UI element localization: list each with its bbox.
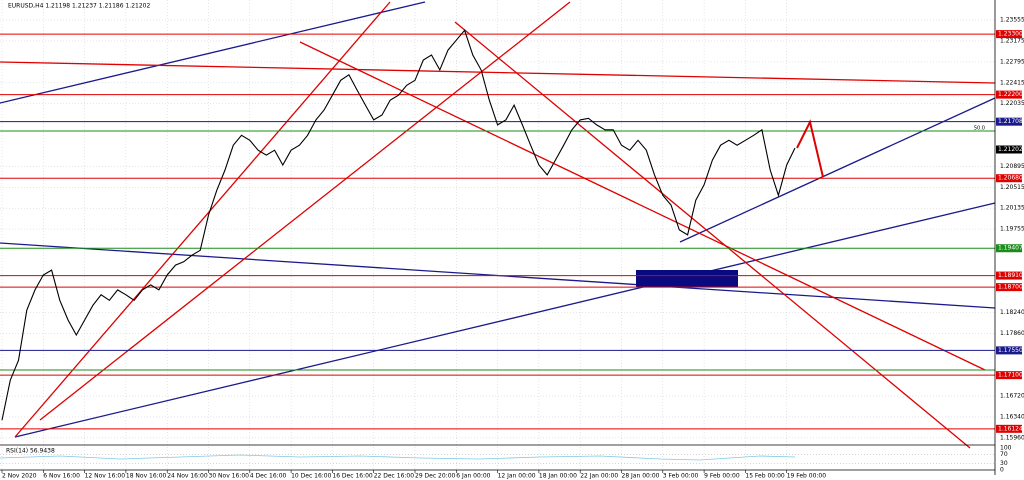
- x-tick-label: 18 Jan 00:00: [539, 473, 577, 480]
- level-label: 1.22200: [998, 91, 1023, 98]
- y-tick-label: 1.23175: [1000, 37, 1024, 44]
- level-label: 1.17550: [998, 347, 1023, 354]
- y-tick-label: 1.15960: [1000, 434, 1024, 441]
- level-tag: [996, 174, 1022, 183]
- trend-line: [454, 21, 971, 449]
- x-tick-label: 22 Dec 16:00: [374, 473, 415, 480]
- zone-box: [636, 270, 738, 287]
- x-tick-label: 24 Nov 16:00: [167, 473, 208, 480]
- y-tick-label: 1.22795: [1000, 58, 1024, 65]
- x-tick-label: 16 Dec 16:00: [332, 473, 373, 480]
- fib-label: 50.0: [974, 126, 985, 132]
- y-tick-label: 1.20135: [1000, 205, 1024, 212]
- price-line: [1, 29, 796, 421]
- levels: 1.23300 1.22200 1.21708 1.21202 1.20680 1.194…: [0, 30, 1023, 433]
- level-tag: [996, 346, 1022, 355]
- x-tick-label: 2 Nov 2020: [2, 473, 37, 480]
- x-tick-label: 18 Nov 16:00: [126, 473, 167, 480]
- x-axis: 2 Nov 2020 6 Nov 16:00 12 Nov 16:00 18 Nov …: [1, 470, 827, 480]
- x-tick-label: 28 Jan 00:00: [622, 473, 660, 480]
- x-tick-label: 19 Feb 00:00: [787, 473, 827, 480]
- trend-line: [0, 1, 426, 104]
- level-label: 1.19407: [998, 245, 1023, 252]
- x-tick-label: 4 Dec 16:00: [250, 473, 287, 480]
- level-label: 1.17100: [998, 372, 1023, 379]
- level-label: 1.18910: [998, 272, 1023, 279]
- x-tick-label: 9 Feb 00:00: [704, 473, 740, 480]
- y-tick-label: 1.16720: [1000, 393, 1024, 400]
- level-tag: [996, 244, 1022, 253]
- trend-line: [0, 61, 996, 84]
- x-tick-label: 3 Feb 00:00: [663, 473, 699, 480]
- x-tick-label: 30 Nov 16:00: [209, 473, 250, 480]
- trend-line: [299, 41, 986, 371]
- x-tick-label: 10 Dec 16:00: [291, 473, 332, 480]
- indicator-tick-label: 30: [1000, 460, 1008, 467]
- level-tag: [996, 145, 1022, 154]
- level-tag: [996, 90, 1022, 99]
- level-label: 1.20680: [998, 175, 1023, 182]
- level-tag: [996, 371, 1022, 380]
- y-tick-label: 1.20515: [1000, 184, 1024, 191]
- indicator-tick-label: 100: [1000, 445, 1012, 452]
- level-tag: [996, 424, 1022, 433]
- indicator-line: [0, 454, 796, 461]
- x-tick-label: 12 Jan 00:00: [498, 473, 536, 480]
- indicator-title: RSI(14) 56.9438: [6, 448, 55, 455]
- chart-title: EURUSD,H4 1.21198 1.21237 1.21186 1.2120…: [8, 3, 150, 10]
- y-tick-label: 1.18240: [1000, 309, 1024, 316]
- level-label: 1.18700: [998, 284, 1023, 291]
- y-tick-label: 1.20895: [1000, 163, 1024, 170]
- level-tag: [996, 271, 1022, 280]
- x-tick-label: 12 Nov 16:00: [85, 473, 126, 480]
- price: [1, 29, 796, 421]
- indicator-tick-label: 0: [1000, 467, 1004, 474]
- level-tag: [996, 30, 1022, 39]
- indicator-tick-label: 70: [1000, 451, 1008, 458]
- y-tick-label: 1.22035: [1000, 100, 1024, 107]
- x-tick-label: 15 Feb 00:00: [745, 473, 785, 480]
- y-tick-label: 1.17860: [1000, 330, 1024, 337]
- level-label: 1.16124: [998, 425, 1023, 432]
- level-tag: [996, 117, 1022, 126]
- level-label: 1.21708: [998, 118, 1023, 125]
- x-tick-label: 6 Nov 16:00: [43, 473, 80, 480]
- x-tick-label: 29 Dec 20:00: [415, 473, 456, 480]
- trend-line: [14, 1, 391, 438]
- y-tick-label: 1.16340: [1000, 413, 1024, 420]
- level-label: 1.21202: [998, 146, 1023, 153]
- y-tick-label: 1.19755: [1000, 226, 1024, 233]
- level-label: 1.23300: [998, 31, 1023, 38]
- trend-line: [14, 202, 996, 438]
- level-tag: [996, 283, 1022, 292]
- x-tick-label: 22 Jan 00:00: [580, 473, 618, 480]
- y-tick-label: 1.23555: [1000, 17, 1024, 24]
- y-tick-label: 1.22415: [1000, 79, 1024, 86]
- x-tick-label: 6 Jan 00:00: [456, 473, 490, 480]
